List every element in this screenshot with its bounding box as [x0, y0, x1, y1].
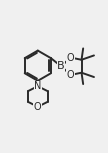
Text: O: O [67, 70, 75, 80]
Text: O: O [67, 53, 75, 63]
Text: B: B [57, 61, 65, 71]
Text: O: O [34, 102, 42, 112]
Text: N: N [34, 81, 41, 91]
